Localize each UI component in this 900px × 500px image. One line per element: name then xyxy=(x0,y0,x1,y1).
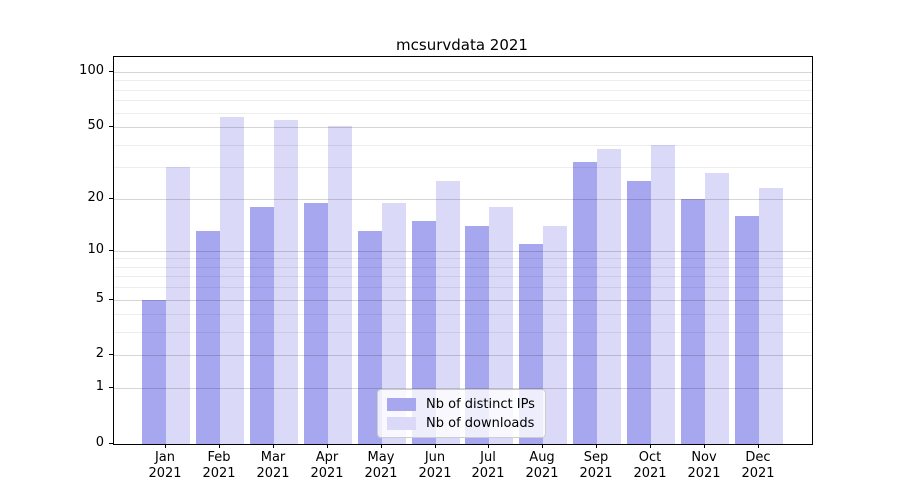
y-axis-tick-mark xyxy=(109,354,113,355)
bar-downloads xyxy=(219,116,244,444)
bar-distinct-ips xyxy=(142,299,166,444)
gridline-major xyxy=(114,388,812,389)
y-axis-tick-label: 2 xyxy=(95,346,104,361)
y-axis-tick-label: 10 xyxy=(87,242,104,257)
gridline-major xyxy=(114,300,812,301)
x-axis-tick-mark xyxy=(219,444,220,448)
y-axis-tick-mark xyxy=(109,387,113,388)
x-axis-tick-label: Nov 2021 xyxy=(687,450,721,481)
x-axis-tick-label: Feb 2021 xyxy=(202,450,236,481)
y-axis-tick-label: 1 xyxy=(95,379,104,394)
x-axis-tick-label: Mar 2021 xyxy=(256,450,290,481)
x-axis-tick-label: Oct 2021 xyxy=(633,450,667,481)
gridline-major xyxy=(114,355,812,356)
gridline-minor xyxy=(114,80,812,81)
gridline-major xyxy=(114,199,812,200)
x-axis-tick-mark xyxy=(273,444,274,448)
y-axis-tick-label: 5 xyxy=(95,291,104,306)
bar-distinct-ips xyxy=(249,206,274,444)
x-axis-tick-label: Jun 2021 xyxy=(418,450,452,481)
x-axis-tick-mark xyxy=(381,444,382,448)
x-axis-tick-label: Sep 2021 xyxy=(579,450,613,481)
x-axis-tick-mark xyxy=(327,444,328,448)
y-axis-tick-label: 100 xyxy=(79,63,104,78)
gridline-minor xyxy=(114,287,812,288)
x-axis-tick-label: Apr 2021 xyxy=(310,450,344,481)
x-axis-tick-mark xyxy=(488,444,489,448)
bar-downloads xyxy=(651,144,676,444)
x-axis-tick-mark xyxy=(758,444,759,448)
bar-distinct-ips xyxy=(303,202,328,444)
legend-label-downloads: Nb of downloads xyxy=(426,416,535,431)
legend-item-distinct-ips: Nb of distinct IPs xyxy=(387,396,537,414)
legend-label-distinct-ips: Nb of distinct IPs xyxy=(426,397,535,412)
gridline-major xyxy=(114,72,812,73)
gridline-minor xyxy=(114,100,812,101)
gridline-minor xyxy=(114,90,812,91)
gridline-minor xyxy=(114,332,812,333)
legend-swatch-downloads xyxy=(387,417,416,430)
x-axis-tick-mark xyxy=(542,444,543,448)
x-axis-tick-label: May 2021 xyxy=(364,450,398,481)
gridline-minor xyxy=(114,113,812,114)
bar-distinct-ips xyxy=(734,215,759,444)
gridline-major xyxy=(114,127,812,128)
y-axis-tick-mark xyxy=(109,71,113,72)
bar-distinct-ips xyxy=(573,162,598,444)
bar-downloads xyxy=(273,119,298,444)
bar-downloads xyxy=(705,172,730,444)
x-axis-tick-mark xyxy=(596,444,597,448)
x-axis-tick-mark xyxy=(704,444,705,448)
x-axis-tick-mark xyxy=(435,444,436,448)
x-axis-tick-label: Dec 2021 xyxy=(741,450,775,481)
x-axis-tick-mark xyxy=(165,444,166,448)
bar-distinct-ips xyxy=(195,231,220,444)
gridline-minor xyxy=(114,267,812,268)
y-axis-tick-mark xyxy=(109,299,113,300)
grid-layer xyxy=(114,57,812,444)
legend: Nb of distinct IPs Nb of downloads xyxy=(377,389,546,438)
bar-downloads xyxy=(597,148,622,444)
gridline-minor xyxy=(114,276,812,277)
x-axis-tick-mark xyxy=(650,444,651,448)
bar-downloads xyxy=(543,225,568,444)
bar-downloads xyxy=(758,187,783,444)
gridline-minor xyxy=(114,167,812,168)
gridline-minor xyxy=(114,258,812,259)
gridline-major xyxy=(114,251,812,252)
bar-distinct-ips xyxy=(681,198,706,444)
legend-swatch-distinct-ips xyxy=(387,398,416,411)
gridline-minor xyxy=(114,314,812,315)
y-axis-tick-mark xyxy=(109,250,113,251)
y-axis-tick-label: 50 xyxy=(87,118,104,133)
bar-downloads xyxy=(166,167,190,444)
chart-title: mcsurvdata 2021 xyxy=(396,36,528,54)
gridline-minor xyxy=(114,145,812,146)
x-axis-tick-label: Jan 2021 xyxy=(148,450,182,481)
bar-distinct-ips xyxy=(627,181,652,444)
bar-downloads xyxy=(327,125,352,444)
y-axis-tick-label: 20 xyxy=(87,190,104,205)
y-axis-tick-mark xyxy=(109,443,113,444)
y-axis-tick-mark xyxy=(109,126,113,127)
y-axis-tick-label: 0 xyxy=(95,435,104,450)
x-axis-tick-label: Jul 2021 xyxy=(471,450,505,481)
x-axis-tick-label: Aug 2021 xyxy=(525,450,559,481)
plot-area xyxy=(113,56,813,445)
legend-item-downloads: Nb of downloads xyxy=(387,415,537,433)
y-axis-tick-mark xyxy=(109,198,113,199)
